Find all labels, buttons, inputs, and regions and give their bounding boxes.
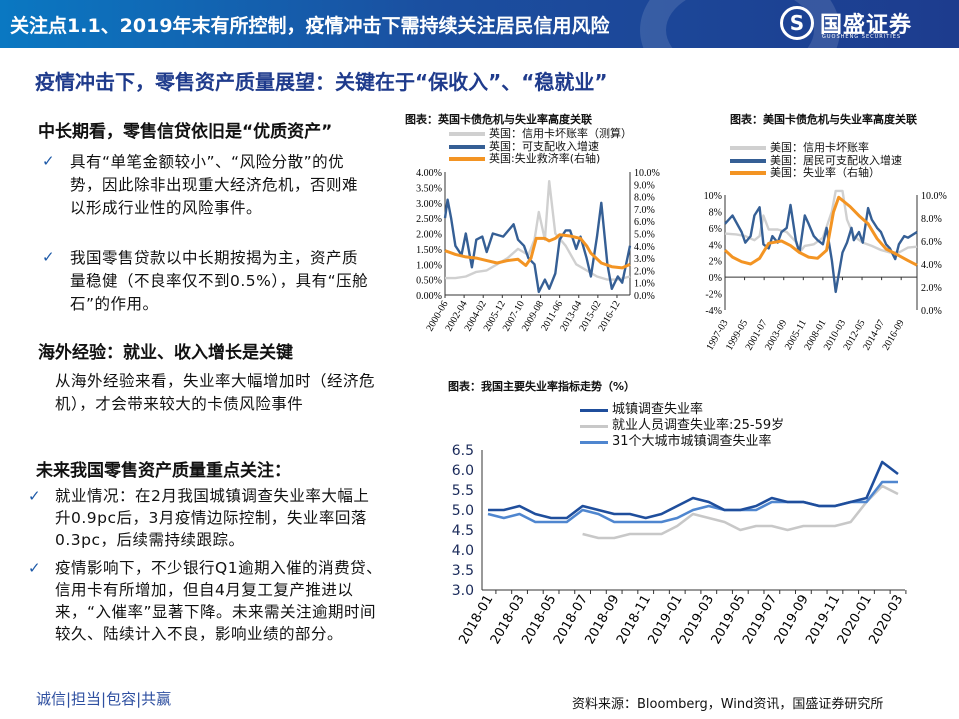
y-right-tick-label: 0.0% (634, 291, 655, 302)
y-tick-label: 6.5 (452, 443, 474, 459)
source-note: 资料来源：Bloomberg，Wind资讯，国盛证券研究所 (572, 697, 884, 712)
company-logo: S 国盛证券 GUOSHENG SECURITIES (780, 4, 950, 44)
y-left-tick-label: -4% (705, 306, 722, 317)
y-right-tick-label: 10.0% (921, 191, 947, 202)
section1-heading: 中长期看，零售信贷依旧是“优质资产” (38, 122, 333, 142)
y-left-tick-label: 0% (709, 273, 722, 284)
legend-item: 英国:失业救济率(右轴) (449, 152, 632, 166)
y-left-tick-label: 6% (709, 224, 722, 235)
series-line (444, 233, 631, 270)
y-right-tick-label: 10.0% (634, 168, 660, 179)
y-tick-label: 4.5 (452, 523, 474, 539)
series-line (488, 460, 899, 520)
legend-label: 美国：失业率（右轴） (770, 166, 880, 179)
chart3-legend: 城镇调查失业率 就业人员调查失业率:25-59岁 31个大城市城镇调查失业率 (580, 402, 784, 450)
legend-item: 美国：信用卡坏账率 (730, 141, 902, 155)
y-right-tick-label: 9.0% (634, 180, 655, 191)
legend-item: 美国：失业率（右轴） (730, 166, 902, 180)
y-left-tick-label: 4.00% (416, 168, 442, 179)
y-tick-label: 3.5 (452, 563, 474, 579)
series-line (724, 203, 918, 294)
header-bar: 关注点1.1、2019年末有所控制，疫情冲击下需持续关注居民信用风险 S 国盛证… (0, 0, 959, 48)
y-left-tick-label: 8% (709, 207, 722, 218)
y-right-tick-label: 6.0% (634, 217, 655, 228)
logo-name: 国盛证券 (820, 13, 913, 38)
check-icon: ✓ (42, 152, 55, 170)
y-right-tick-label: 1.0% (634, 279, 655, 290)
y-left-tick-label: -2% (705, 290, 722, 301)
y-right-tick-label: 0.0% (921, 306, 942, 317)
chart3-title: 图表：我国主要失业率指标走势（%） (448, 380, 636, 393)
section1-bullet-1: 具有“单笔金额较小”、“风险分散”的优势，因此除非出现重大经济危机，否则难以形成… (70, 153, 359, 217)
y-right-tick-label: 6.0% (921, 237, 942, 248)
chart2-plot: -4% -2% 0% 2% 4% 6% 8% 10% 0.0% 2.0% 4.0% 6.0% 8.0% 1… (704, 189, 947, 352)
legend-label: 美国：信用卡坏账率 (770, 141, 869, 154)
y-left-tick-label: 0.50% (416, 276, 442, 287)
y-right-tick-label: 4.0% (634, 242, 655, 253)
legend-item: 城镇调查失业率 (580, 402, 784, 418)
chart2-legend: 美国：信用卡坏账率 美国：居民可支配收入增速 美国：失业率（右轴） (730, 141, 902, 180)
section3-heading: 未来我国零售资产质量重点关注： (36, 461, 291, 481)
section3-bullet-1: 就业情况：在2月我国城镇调查失业率大幅上升0.9pc后，3月疫情边际控制，失业率… (55, 487, 370, 549)
legend-label: 英国：可支配收入增速 (489, 139, 599, 153)
y-left-tick-label: 2.00% (416, 230, 442, 241)
y-tick-label: 5.5 (452, 483, 474, 499)
series-line (445, 180, 631, 281)
y-right-tick-label: 8.0% (921, 214, 942, 225)
legend-label: 城镇调查失业率 (612, 402, 704, 417)
y-right-tick-label: 5.0% (634, 230, 655, 241)
logo-mark-icon: S (780, 6, 814, 40)
series-line (723, 195, 918, 267)
chart1-plot: 0.00% 0.50% 1.00% 1.50% 2.00% 2.50% 3.00% 3.50%… (416, 168, 660, 333)
y-left-tick-label: 4% (709, 240, 722, 251)
y-right-tick-label: 3.0% (634, 254, 655, 265)
legend-label: 英国：信用卡坏账率（测算） (489, 127, 632, 140)
y-right-tick-label: 8.0% (634, 193, 655, 204)
y-right-tick-label: 4.0% (921, 260, 942, 271)
y-right-tick-label: 2.0% (921, 283, 942, 294)
legend-item: 英国：可支配收入增速 (449, 139, 632, 154)
y-right-tick-label: 7.0% (634, 205, 655, 216)
legend-item: 美国：居民可支配收入增速 (730, 153, 902, 168)
section2-heading: 海外经验：就业、收入增长是关键 (38, 343, 293, 363)
y-tick-label: 5.0 (452, 503, 474, 519)
page-title: 关注点1.1、2019年末有所控制，疫情冲击下需持续关注居民信用风险 (10, 15, 610, 37)
chart1-legend: 英国：信用卡坏账率（测算） 英国：可支配收入增速 英国:失业救济率(右轴) (449, 127, 632, 166)
series-line (582, 484, 899, 540)
section2-text: 从海外经验来看，失业率大幅增加时（经济危机），才会带来较大的卡债风险事件 (55, 372, 376, 413)
check-icon: ✓ (42, 248, 55, 266)
y-left-tick-label: 0.00% (416, 291, 442, 302)
chart3-plot: 3.03.54.04.55.05.56.06.52018-012018-0320… (452, 443, 907, 647)
section1-bullet-2: 我国零售贷款以中长期按揭为主，资产质量稳健（不良率仅不到0.5%），具有“压舱石… (70, 249, 369, 313)
y-left-tick-label: 3.00% (416, 199, 442, 210)
y-left-tick-label: 2.50% (416, 214, 442, 225)
legend-item: 英国：信用卡坏账率（测算） (449, 127, 632, 141)
legend-item: 就业人员调查失业率:25-59岁 (580, 418, 784, 434)
chart2-title: 图表：美国卡债危机与失业率高度关联 (730, 113, 917, 126)
y-left-tick-label: 1.00% (416, 260, 442, 271)
company-motto: 诚信|担当|包容|共赢 (36, 690, 172, 708)
legend-label: 英国:失业救济率(右轴) (489, 152, 601, 165)
section3-bullet-2: 疫情影响下，不少银行Q1逾期入催的消费贷、信用卡有所增加，但自4月复工复产推进以… (55, 559, 383, 643)
y-right-tick-label: 2.0% (634, 266, 655, 277)
legend-label: 31个大城市城镇调查失业率 (612, 434, 772, 449)
check-icon: ✓ (28, 559, 41, 577)
y-tick-label: 6.0 (452, 463, 474, 479)
y-tick-label: 4.0 (452, 543, 474, 559)
y-left-tick-label: 1.50% (416, 245, 442, 256)
y-left-tick-label: 2% (709, 257, 722, 268)
y-left-tick-label: 10% (704, 191, 722, 202)
y-left-tick-label: 3.50% (416, 183, 442, 194)
legend-item: 31个大城市城镇调查失业率 (580, 434, 784, 450)
legend-label: 就业人员调查失业率:25-59岁 (612, 418, 785, 433)
logo-english: GUOSHENG SECURITIES (822, 34, 902, 40)
slide-subtitle: 疫情冲击下，零售资产质量展望：关键在于“保收入”、“稳就业” (35, 70, 608, 94)
series-line (487, 480, 898, 524)
check-icon: ✓ (28, 487, 41, 505)
legend-label: 美国：居民可支配收入增速 (770, 153, 902, 167)
y-tick-label: 3.0 (452, 583, 474, 599)
chart1-title: 图表：英国卡债危机与失业率高度关联 (405, 113, 592, 126)
